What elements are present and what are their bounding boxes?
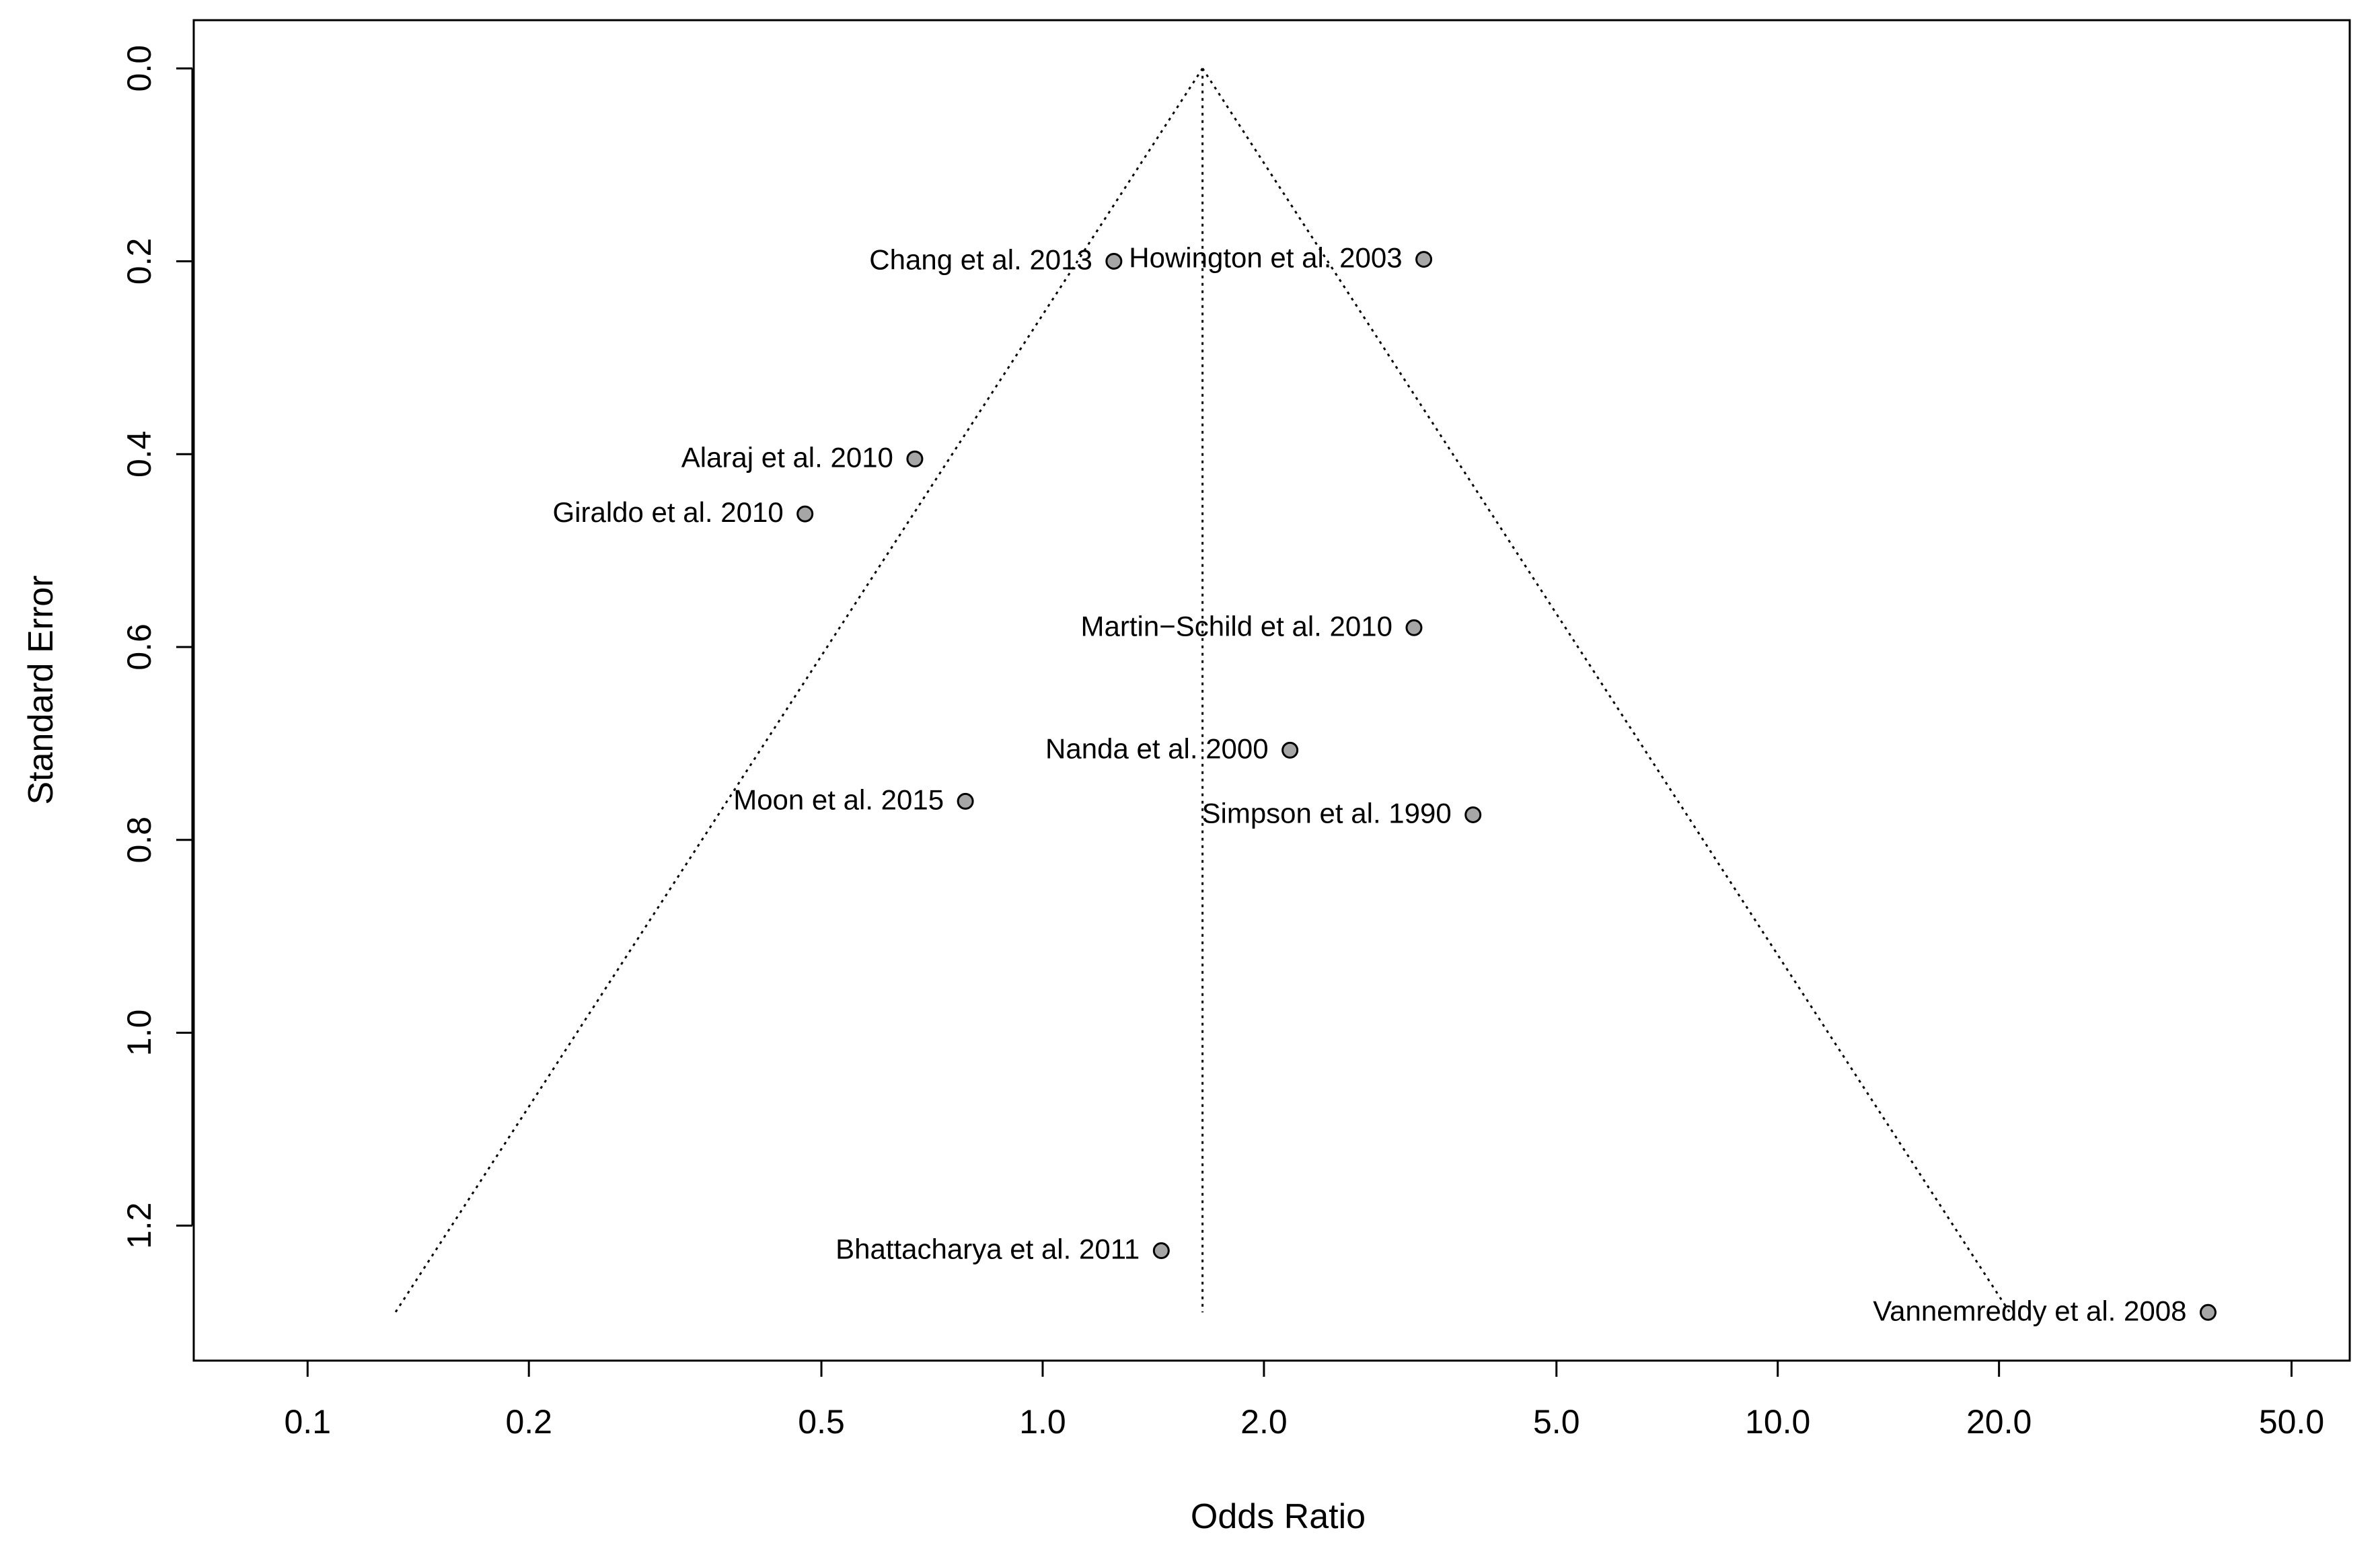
study-label: Alaraj et al. 2010 [681, 441, 893, 473]
y-tick-label: 0.2 [120, 238, 158, 285]
x-axis-title: Odds Ratio [1191, 1497, 1366, 1536]
funnel-lines [394, 67, 2011, 1314]
funnel-right-limit [1201, 67, 2011, 1314]
y-axis: 0.0 0.2 0.4 0.6 0.8 1.0 1.2 [120, 45, 194, 1250]
y-tick-label: 0.6 [120, 623, 158, 671]
x-tick-label: 2.0 [1240, 1403, 1288, 1441]
x-tick-label: 0.1 [285, 1403, 332, 1441]
study-label: Moon et al. 2015 [733, 784, 944, 815]
x-tick-label: 50.0 [2259, 1403, 2324, 1441]
x-tick-label: 0.5 [798, 1403, 845, 1441]
y-tick-label: 1.0 [120, 1010, 158, 1057]
study-point [957, 792, 974, 810]
study-label: Martin−Schild et al. 2010 [1081, 610, 1392, 642]
study-label: Howington et al. 2003 [1129, 242, 1402, 274]
x-tick-label: 5.0 [1533, 1403, 1580, 1441]
y-tick-label: 0.0 [120, 45, 158, 92]
y-tick-label: 0.4 [120, 430, 158, 478]
y-tick-label: 0.8 [120, 817, 158, 864]
study-point [1464, 806, 1482, 823]
study-point [796, 505, 814, 523]
plot-frame [192, 19, 2351, 1362]
study-label: Simpson et al. 1990 [1201, 797, 1451, 829]
study-label: Chang et al. 2013 [869, 243, 1092, 275]
study-label: Vannemreddy et al. 2008 [1873, 1295, 2186, 1326]
study-point [2199, 1303, 2217, 1321]
study-label: Giraldo et al. 2010 [552, 496, 783, 528]
study-point [1405, 619, 1423, 636]
study-point [1152, 1242, 1170, 1260]
study-point [1415, 251, 1433, 268]
study-label: Nanda et al. 2000 [1045, 732, 1269, 764]
x-tick-label: 10.0 [1745, 1403, 1810, 1441]
x-tick-label: 20.0 [1966, 1403, 2032, 1441]
x-tick-label: 1.0 [1019, 1403, 1066, 1441]
y-tick-label: 1.2 [120, 1203, 158, 1250]
study-point [1105, 252, 1123, 270]
funnel-left-limit [394, 67, 1203, 1314]
study-point [1281, 741, 1299, 759]
y-axis-title: Standard Error [22, 575, 61, 804]
x-tick-label: 0.2 [505, 1403, 552, 1441]
study-point [906, 450, 924, 467]
data-points: Chang et al. 2013 Howington et al. 2003 Al… [552, 242, 2217, 1326]
study-label: Bhattacharya et al. 2011 [835, 1234, 1140, 1265]
x-axis: 0.1 0.2 0.5 1.0 2.0 5.0 10.0 20.0 50.0 [285, 1359, 2324, 1441]
